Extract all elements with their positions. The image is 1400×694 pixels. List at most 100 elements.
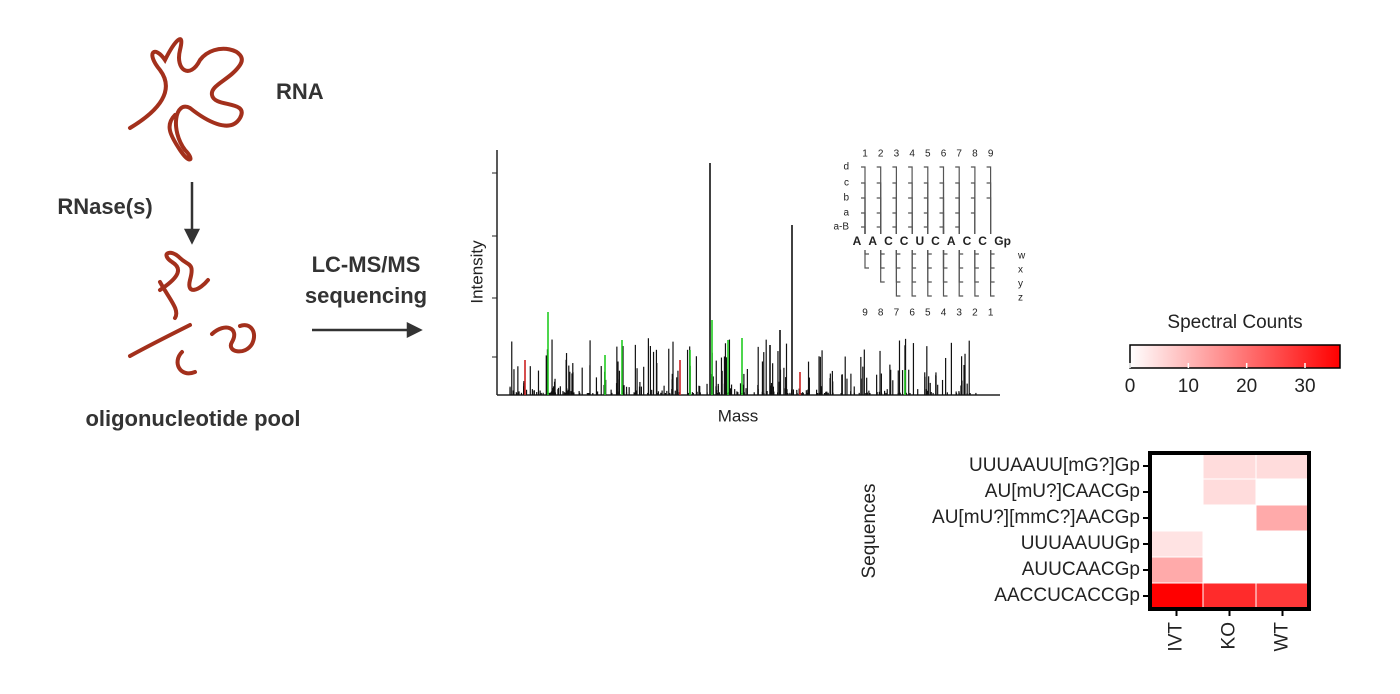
rna-fragment xyxy=(210,323,257,354)
inset-number: 1 xyxy=(862,149,868,160)
inset-number: 4 xyxy=(909,149,915,160)
rna-fragment xyxy=(175,350,197,376)
inset-bracket xyxy=(990,250,995,297)
arrow-head xyxy=(183,228,201,245)
inset-number: 5 xyxy=(925,308,931,319)
inset-letter: b xyxy=(843,193,849,204)
inset-bracket xyxy=(939,226,945,234)
column-label: IVT xyxy=(1166,622,1187,652)
inset-bracket xyxy=(911,250,917,297)
rna-icons xyxy=(128,37,257,376)
inset-sequence: Gp xyxy=(994,234,1011,248)
heatmap-cell xyxy=(1149,582,1204,610)
inset-number: 7 xyxy=(956,149,962,160)
rna-fragment xyxy=(158,250,210,292)
heatmap-cell xyxy=(1255,504,1310,532)
inset-sequence: C xyxy=(978,234,987,248)
y-axis-label: Intensity xyxy=(467,240,486,304)
heatmap-cell xyxy=(1255,556,1310,584)
inset-letter: z xyxy=(1018,293,1023,304)
inset-letter: w xyxy=(1017,251,1026,262)
column-label: WT xyxy=(1272,622,1293,652)
row-label: UUUAAUUGp xyxy=(1021,533,1140,554)
inset-sequence: A xyxy=(947,234,956,248)
colorbar-title: Spectral Counts xyxy=(1167,312,1302,333)
rna-fragment xyxy=(128,323,192,358)
inset-letter: y xyxy=(1018,279,1023,290)
arrows xyxy=(183,182,423,339)
colorbar-tick-label: 0 xyxy=(1125,376,1136,397)
heatmap-cell xyxy=(1202,452,1257,480)
row-label: AU[mU?]CAACGp xyxy=(985,481,1140,502)
inset-letter: a-B xyxy=(833,222,849,233)
row-label: AUUCAACGp xyxy=(1022,559,1140,580)
inset-sequence: C xyxy=(931,234,940,248)
inset-bracket xyxy=(970,212,976,234)
inset-letter: d xyxy=(843,162,849,173)
column-label: KO xyxy=(1219,622,1240,649)
inset-bracket xyxy=(892,226,897,234)
pool-label: oligonucleotide pool xyxy=(85,406,300,431)
inset-sequence: A xyxy=(868,234,877,248)
inset-number: 2 xyxy=(878,149,884,160)
method-label: sequencing xyxy=(305,283,427,308)
inset-letter: a xyxy=(843,208,849,219)
inset-bracket xyxy=(923,226,929,234)
inset-bracket xyxy=(861,226,866,234)
inset-number: 4 xyxy=(941,308,947,319)
inset-bracket xyxy=(942,250,948,297)
inset-sequence: U xyxy=(915,234,924,248)
inset-number: 9 xyxy=(988,149,994,160)
inset-number: 8 xyxy=(972,149,978,160)
inset-letter: x xyxy=(1018,265,1023,276)
inset-sequence: C xyxy=(884,234,893,248)
heatmap-cell xyxy=(1255,452,1310,480)
inset-number: 3 xyxy=(956,308,962,319)
x-axis-label: Mass xyxy=(718,406,759,425)
inset-number: 8 xyxy=(878,308,884,319)
inset-number: 2 xyxy=(972,308,978,319)
inset-bracket xyxy=(864,250,869,269)
rna-fragment xyxy=(158,280,179,320)
row-label: AU[mU?][mmC?]AACGp xyxy=(932,507,1140,528)
heatmap-cell xyxy=(1149,504,1204,532)
inset-number: 6 xyxy=(909,308,915,319)
inset-number: 5 xyxy=(925,149,931,160)
inset-sequence: C xyxy=(963,234,972,248)
heatmap-cell xyxy=(1149,478,1204,506)
inset-bracket xyxy=(880,250,885,283)
enzyme-label: RNase(s) xyxy=(57,194,152,219)
inset-number: 7 xyxy=(894,308,900,319)
inset-bracket xyxy=(876,226,882,234)
heatmap-cell xyxy=(1255,582,1310,610)
heatmap-cell xyxy=(1149,452,1204,480)
inset-number: 1 xyxy=(988,308,994,319)
inset-bracket xyxy=(955,226,960,234)
inset-bracket xyxy=(974,250,979,297)
inset-bracket xyxy=(958,250,964,297)
inset-sequence: A xyxy=(853,234,862,248)
inset-sequence: C xyxy=(900,234,909,248)
inset-bracket xyxy=(908,226,913,234)
inset-number: 9 xyxy=(862,308,868,319)
colorbar-tick-label: 20 xyxy=(1236,376,1257,397)
row-label: AACCUCACCGp xyxy=(994,585,1140,606)
heatmap-cell xyxy=(1255,478,1310,506)
rna-label: RNA xyxy=(276,79,324,104)
arrow-head xyxy=(406,321,423,339)
inset-letter: c xyxy=(844,178,849,189)
heatmap-cell xyxy=(1255,530,1310,558)
row-label: UUUAAUU[mG?]Gp xyxy=(969,455,1140,476)
method-label: LC-MS/MS xyxy=(312,252,421,277)
colorbar-tick-label: 10 xyxy=(1178,376,1199,397)
heatmap-cell xyxy=(1202,530,1257,558)
inset-number: 3 xyxy=(894,149,900,160)
rna-full xyxy=(128,37,244,162)
heatmap-cell xyxy=(1202,504,1257,532)
heatmap-cell xyxy=(1202,582,1257,610)
heatmap-cell xyxy=(1202,478,1257,506)
heatmap-cell xyxy=(1149,556,1204,584)
inset-bracket xyxy=(986,197,992,234)
colorbar xyxy=(1129,344,1341,369)
